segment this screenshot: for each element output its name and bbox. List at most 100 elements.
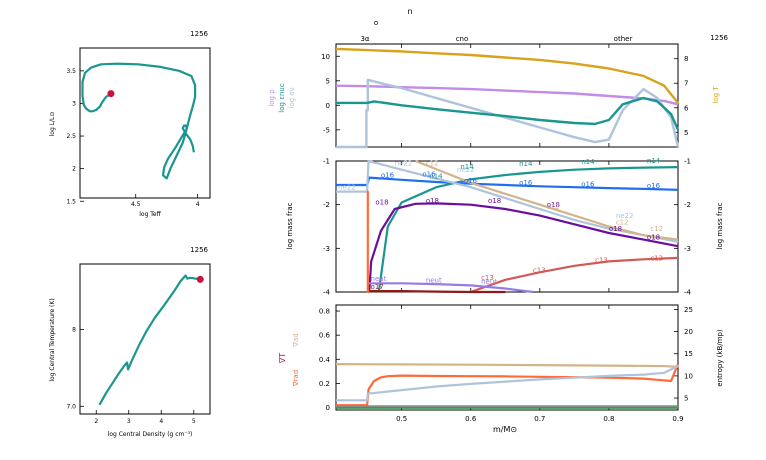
burn-label-3alpha: 3α bbox=[360, 35, 369, 43]
burn-label-cno: cno bbox=[456, 35, 469, 43]
mid-label-o18: o18 bbox=[488, 197, 501, 205]
top-panel-frame bbox=[335, 43, 679, 148]
mid-label-o16: o16 bbox=[519, 179, 533, 187]
top-left-label-eps: log εnuc bbox=[278, 83, 286, 113]
profile-ytick-label: -2 bbox=[684, 201, 691, 209]
center-ticks: 2 3 4 5 7.0 8 bbox=[66, 326, 195, 425]
burn-label-other: other bbox=[614, 35, 633, 43]
profile-ytick-label: -1 bbox=[684, 158, 691, 166]
center-xtick-label: 3 bbox=[127, 418, 131, 425]
top-series-lilac bbox=[335, 84, 679, 106]
mid-label-c13: c13 bbox=[650, 255, 663, 263]
mid-label-c12: c12 bbox=[426, 159, 439, 167]
profile-ytick-label: 0.8 bbox=[319, 308, 330, 316]
bot-right-label: entropy (kB/mp) bbox=[716, 329, 724, 387]
profile-ytick-label: 0.2 bbox=[319, 380, 330, 388]
mid-label-o17: o17 bbox=[371, 283, 384, 291]
bot-left-label-nabla-ad: ∇ad bbox=[292, 333, 300, 347]
center-model-number: 1256 bbox=[190, 246, 208, 254]
profile-xtick-label: 0.6 bbox=[465, 415, 477, 423]
mid-label-neut: neut bbox=[426, 276, 442, 284]
profile-ytick-label: -2 bbox=[323, 201, 330, 209]
hr-ticks: 4.5 4 1.5 2 2.5 3 3.5 bbox=[66, 68, 199, 208]
mid-series-o16 bbox=[336, 176, 679, 191]
profile-ytick-label: -3 bbox=[323, 245, 330, 253]
profile-ytick-label: 10 bbox=[684, 372, 693, 380]
mid-label-n14: n14 bbox=[581, 158, 595, 166]
bot-panel-frame bbox=[335, 304, 679, 411]
profile-ytick-label: 0 bbox=[326, 102, 330, 110]
mid-label-n14: n14 bbox=[519, 160, 533, 168]
bot-series-tan bbox=[335, 363, 679, 368]
bot-panel-series bbox=[335, 363, 680, 409]
hr-ylabel: log L/L⊙ bbox=[49, 112, 56, 137]
center-current-point bbox=[196, 275, 204, 283]
profile-xtick-label: 0.8 bbox=[603, 415, 614, 423]
mid-label-c12: c12 bbox=[547, 203, 560, 211]
center-xtick-label: 4 bbox=[159, 418, 163, 425]
mid-label-n14: n14 bbox=[460, 163, 474, 171]
hr-ytick-label: 2 bbox=[72, 166, 76, 173]
profile-ytick-label: 5 bbox=[326, 77, 330, 85]
center-track bbox=[98, 274, 204, 406]
center-xtick-label: 2 bbox=[94, 418, 98, 425]
profile-ytick-label: 20 bbox=[684, 328, 693, 336]
mid-label-n14: n14 bbox=[647, 157, 661, 165]
hr-current-point bbox=[107, 90, 115, 98]
profile-ytick-label: 5 bbox=[684, 395, 688, 403]
hr-diagram: 1256 log Teff log L/L⊙ 4.5 4 1.5 2 2.5 3 3.5 bbox=[49, 30, 211, 218]
mid-label-o16: o16 bbox=[422, 170, 436, 178]
mid-series-o18 bbox=[368, 202, 679, 293]
top-panel-series bbox=[335, 47, 680, 149]
mid-series-c13 bbox=[470, 256, 679, 294]
profile-ytick-label: 15 bbox=[684, 350, 693, 358]
mid-label-o18: o18 bbox=[426, 197, 439, 205]
top-label: n bbox=[407, 7, 412, 16]
mid-label-c12: c12 bbox=[650, 225, 663, 233]
bot-left-label-nabla-rad: ∇rad bbox=[292, 370, 300, 387]
mid-label-n14: n14 bbox=[429, 172, 443, 180]
hr-frame bbox=[79, 47, 211, 199]
mid-series-ne22 bbox=[336, 159, 679, 243]
mid-label-o16: o16 bbox=[647, 182, 661, 190]
mid-panel-frame bbox=[335, 160, 679, 293]
center-xlabel: log Central Density (g cm⁻³) bbox=[108, 431, 193, 438]
profile-ytick-label: 6 bbox=[684, 104, 689, 112]
profile-ytick-label: -5 bbox=[323, 126, 330, 134]
profile-ytick-label: -1 bbox=[323, 158, 330, 166]
hr-xlabel: log Teff bbox=[139, 211, 161, 218]
hr-ytick-label: 2.5 bbox=[66, 133, 76, 140]
bot-series-orange bbox=[336, 363, 680, 407]
hr-xtick-label: 4.5 bbox=[131, 201, 141, 208]
profile-xtick-label: 0.5 bbox=[396, 415, 407, 423]
mid-series-o17 bbox=[367, 290, 506, 294]
hr-track-line bbox=[81, 62, 197, 180]
profile-ytick-label: 0.4 bbox=[319, 356, 331, 364]
top-right-label: log T bbox=[712, 86, 720, 104]
profile-ytick-label: 5 bbox=[684, 129, 688, 137]
hr-ytick-label: 3 bbox=[72, 100, 76, 107]
profile-xlabel: m/M⊙ bbox=[493, 425, 517, 434]
hr-model-number: 1256 bbox=[190, 30, 208, 38]
profile-ytick-label: 7 bbox=[684, 80, 688, 88]
mid-label-o16: o16 bbox=[581, 180, 595, 188]
bot-left-label-nabla-t: ∇T bbox=[278, 353, 287, 364]
center-xtick-label: 5 bbox=[192, 418, 196, 425]
profile-panels: 1256 n o 3α cno other 0.5 0.6 0.7 0.8 0.9 -5 0… bbox=[268, 7, 729, 434]
mid-label-ne22: ne22 bbox=[457, 166, 475, 174]
mid-series-c12 bbox=[415, 159, 679, 241]
profile-ytick-label: 0.6 bbox=[319, 332, 331, 340]
profile-ytick-label: 10 bbox=[321, 53, 330, 61]
hr-xtick-label: 4 bbox=[196, 201, 200, 208]
center-diagram: 1256 log Central Density (g cm⁻³) log Ce… bbox=[49, 246, 211, 438]
center-track-line bbox=[98, 274, 201, 406]
profile-ytick-label: 25 bbox=[684, 306, 693, 314]
mid-label-o18: o18 bbox=[547, 201, 560, 209]
mid-label-c13: c13 bbox=[595, 257, 608, 265]
profile-ytick-label: 8 bbox=[684, 55, 688, 63]
profile-xtick-label: 0.7 bbox=[534, 415, 545, 423]
mid-label-o18: o18 bbox=[609, 225, 622, 233]
mid-panel-series bbox=[336, 159, 679, 294]
profile-ytick-label: -3 bbox=[684, 245, 691, 253]
